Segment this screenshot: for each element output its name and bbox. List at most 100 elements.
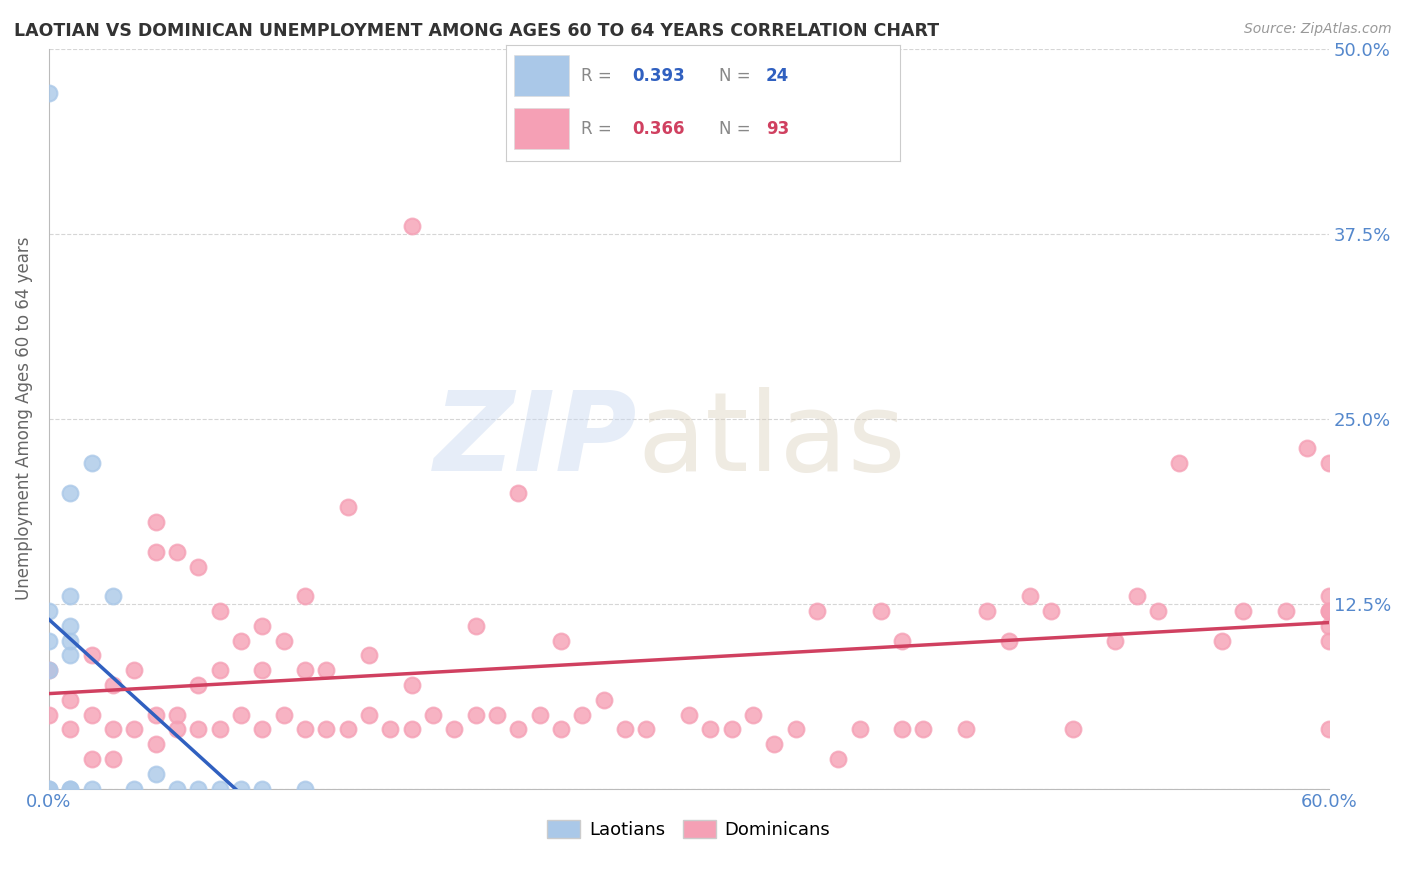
Point (145, 737, 167, 751)
Point (229, 633, 252, 648)
Text: N =: N = (718, 67, 755, 85)
Point (678, 707, 700, 722)
Point (998, 633, 1021, 648)
Point (229, 781, 252, 796)
Point (1147, 604, 1170, 618)
Point (720, 723, 742, 737)
Point (380, 723, 402, 737)
Point (550, 633, 572, 648)
Point (1211, 633, 1233, 648)
FancyBboxPatch shape (515, 109, 569, 149)
Text: N =: N = (718, 120, 755, 138)
Point (80, 707, 103, 722)
Point (1317, 604, 1340, 618)
Point (592, 692, 614, 706)
Point (785, 723, 807, 737)
Point (699, 723, 721, 737)
Text: ZIP: ZIP (434, 387, 638, 494)
Point (294, 589, 316, 603)
Point (336, 500, 359, 515)
Text: atlas: atlas (638, 387, 907, 494)
Point (443, 723, 465, 737)
Point (101, 589, 124, 603)
Point (1317, 619, 1340, 633)
Point (1317, 589, 1340, 603)
Point (1168, 456, 1191, 470)
Point (1317, 723, 1340, 737)
Point (869, 604, 891, 618)
Point (1232, 604, 1254, 618)
Point (124, 781, 146, 796)
Point (357, 707, 380, 722)
Point (294, 723, 316, 737)
Point (59, 619, 82, 633)
Point (229, 707, 252, 722)
Point (187, 678, 209, 692)
Point (976, 604, 998, 618)
Point (166, 545, 188, 559)
Point (124, 723, 146, 737)
Point (294, 663, 316, 677)
Point (80, 752, 103, 766)
Point (1296, 442, 1319, 456)
Point (464, 619, 486, 633)
Point (508, 723, 530, 737)
Point (59, 781, 82, 796)
Point (80, 781, 103, 796)
Point (636, 723, 658, 737)
Text: R =: R = (581, 120, 617, 138)
Point (145, 707, 167, 722)
Point (464, 707, 486, 722)
Text: 24: 24 (766, 67, 789, 85)
Point (848, 723, 870, 737)
Text: R =: R = (581, 67, 617, 85)
Point (401, 219, 423, 234)
Point (252, 723, 274, 737)
Text: 93: 93 (766, 120, 789, 138)
Point (80, 648, 103, 663)
Point (401, 723, 423, 737)
Point (336, 723, 359, 737)
Point (550, 723, 572, 737)
Point (1062, 723, 1084, 737)
Point (80, 456, 103, 470)
Point (38, 707, 60, 722)
Point (187, 559, 209, 574)
Point (1104, 633, 1126, 648)
Point (38, 86, 60, 100)
Point (124, 663, 146, 677)
Point (59, 723, 82, 737)
Point (145, 766, 167, 780)
Point (955, 723, 977, 737)
Point (891, 723, 914, 737)
Legend: Laotians, Dominicans: Laotians, Dominicans (540, 813, 838, 847)
Point (806, 604, 828, 618)
Point (252, 663, 274, 677)
Point (101, 752, 124, 766)
Point (1126, 589, 1149, 603)
Y-axis label: Unemployment Among Ages 60 to 64 years: Unemployment Among Ages 60 to 64 years (15, 237, 32, 600)
Point (763, 737, 786, 751)
Point (38, 663, 60, 677)
Point (38, 663, 60, 677)
Point (401, 678, 423, 692)
Point (38, 781, 60, 796)
Point (208, 723, 231, 737)
Point (1317, 633, 1340, 648)
Point (208, 663, 231, 677)
Point (508, 485, 530, 500)
Point (422, 707, 444, 722)
Point (208, 781, 231, 796)
Point (1317, 456, 1340, 470)
Point (294, 781, 316, 796)
Point (187, 781, 209, 796)
Point (357, 648, 380, 663)
Point (529, 707, 551, 722)
Point (38, 604, 60, 618)
Point (315, 663, 337, 677)
Point (252, 619, 274, 633)
Point (59, 648, 82, 663)
Point (273, 633, 295, 648)
Point (101, 723, 124, 737)
Point (59, 781, 82, 796)
